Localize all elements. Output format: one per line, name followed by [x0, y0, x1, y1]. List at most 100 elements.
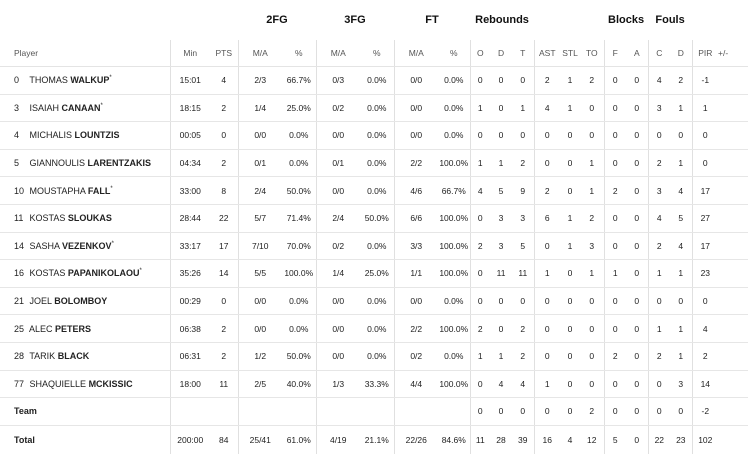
col-blk-a[interactable]: A — [626, 40, 649, 67]
col-2fg-ma[interactable]: M/A — [237, 40, 282, 67]
cell-reb-d: 5 — [490, 176, 513, 205]
player-link[interactable]: ALEC PETERS — [29, 324, 91, 334]
player-link[interactable]: ISAIAH CANAAN* — [30, 103, 103, 113]
player-last-name: LARENTZAKIS — [87, 158, 152, 169]
col-reb-t[interactable]: T — [512, 40, 535, 67]
cell-blk-f: 2 — [603, 176, 627, 205]
player-number: 4 — [14, 130, 20, 141]
player-number: 11 — [14, 213, 24, 224]
player-last-name: WALKUP — [70, 75, 110, 86]
col-foul-c[interactable]: C — [647, 40, 671, 67]
group-blocks: Blocks — [608, 14, 645, 26]
cell-reb-t: 11 — [512, 259, 535, 288]
player-link[interactable]: MOUSTAPHA FALL* — [30, 186, 113, 196]
team-label: Team — [0, 397, 170, 426]
player-link[interactable]: SHAQUIELLE MCKISSIC — [30, 379, 133, 389]
player-number: 14 — [14, 240, 25, 251]
col-foul-d[interactable]: D — [670, 40, 693, 67]
cell-reb-o: 2 — [469, 314, 491, 343]
starter-mark: * — [100, 102, 103, 109]
cell-3fg-ma: 1/3 — [315, 370, 360, 399]
cell-reb-t: 1 — [512, 94, 535, 123]
cell-foul-d: 2 — [670, 66, 693, 95]
player-link[interactable]: GIANNOULIS LARENTZAKIS — [30, 158, 152, 168]
cell-3fg-ma: 0/0 — [315, 287, 360, 316]
cell-2fg-ma: 0/0 — [237, 121, 282, 150]
col-pts[interactable]: PTS — [210, 40, 238, 67]
cell-min: 04:34 — [169, 149, 210, 178]
team-reb-d: 0 — [490, 397, 513, 426]
cell-ft-ma: 1/1 — [393, 259, 438, 288]
total-row: Total 200:00 84 25/41 61.0% 4/19 21.1% 2… — [0, 425, 748, 454]
team-row: Team 0 0 0 0 0 2 0 0 0 0 -2 — [0, 397, 748, 426]
cell-ft-ma: 4/4 — [393, 370, 438, 399]
player-link[interactable]: MICHALIS LOUNTZIS — [30, 130, 120, 140]
col-player[interactable]: Player — [0, 40, 170, 67]
cell-reb-t: 2 — [512, 149, 535, 178]
cell-2fg-pct: 50.0% — [282, 342, 316, 371]
cell-reb-d: 4 — [490, 370, 513, 399]
player-link[interactable]: KOSTAS PAPANIKOLAOU* — [30, 268, 142, 278]
col-ft-ma[interactable]: M/A — [393, 40, 438, 67]
cell-min: 00:29 — [169, 287, 210, 316]
player-link[interactable]: JOEL BOLOMBOY — [30, 296, 108, 306]
cell-foul-c: 0 — [647, 121, 671, 150]
player-row: 4 MICHALIS LOUNTZIS 00:05 0 0/0 0.0% 0/0… — [0, 121, 748, 150]
col-plus-minus[interactable]: +/- — [718, 40, 748, 67]
cell-reb-t: 3 — [512, 204, 535, 233]
player-row: 14 SASHA VEZENKOV* 33:17 17 7/10 70.0% 0… — [0, 232, 748, 261]
col-3fg-ma[interactable]: M/A — [315, 40, 360, 67]
total-foul-c: 22 — [647, 425, 671, 454]
total-ast: 16 — [533, 425, 561, 454]
total-2fg-ma: 25/41 — [237, 425, 282, 454]
col-pir[interactable]: PIR — [691, 40, 719, 67]
cell-stl: 0 — [560, 149, 581, 178]
player-first-name: SASHA — [29, 240, 60, 251]
col-to[interactable]: TO — [580, 40, 605, 67]
col-reb-o[interactable]: O — [469, 40, 491, 67]
cell-3fg-ma: 1/4 — [315, 259, 360, 288]
cell-reb-t: 5 — [512, 232, 535, 261]
cell-pir: 27 — [691, 204, 719, 233]
col-reb-d[interactable]: D — [490, 40, 513, 67]
group-blank — [0, 0, 170, 40]
group-ft: FT — [425, 14, 439, 26]
player-link[interactable]: THOMAS WALKUP* — [29, 75, 111, 85]
player-last-name: BLACK — [57, 351, 90, 362]
cell-foul-c: 4 — [647, 204, 671, 233]
player-number: 16 — [14, 268, 25, 279]
cell-3fg-pct: 0.0% — [360, 94, 394, 123]
cell-stl: 0 — [560, 370, 581, 399]
cell-ft-ma: 0/0 — [393, 121, 438, 150]
cell-foul-c: 1 — [647, 314, 671, 343]
cell-blk-a: 0 — [626, 232, 649, 261]
col-stl[interactable]: STL — [560, 40, 581, 67]
col-3fg-pct[interactable]: % — [360, 40, 394, 67]
player-number: 25 — [14, 323, 25, 334]
cell-ft-pct: 0.0% — [438, 66, 471, 95]
cell-reb-d: 1 — [490, 149, 513, 178]
cell-blk-f: 0 — [603, 314, 627, 343]
col-2fg-pct[interactable]: % — [282, 40, 316, 67]
player-link[interactable]: TARIK BLACK — [29, 351, 89, 361]
cell-stl: 1 — [560, 232, 581, 261]
player-link[interactable]: KOSTAS SLOUKAS — [30, 213, 112, 223]
cell-3fg-pct: 25.0% — [360, 259, 394, 288]
cell-foul-d: 5 — [670, 204, 693, 233]
cell-min: 00:05 — [169, 121, 210, 150]
total-stl: 4 — [567, 434, 573, 445]
cell-reb-t: 4 — [512, 370, 535, 399]
cell-ft-ma: 0/2 — [393, 342, 438, 371]
col-ft-pct[interactable]: % — [438, 40, 471, 67]
col-ast[interactable]: AST — [533, 40, 561, 67]
starter-mark: * — [139, 268, 142, 275]
cell-blk-a: 0 — [626, 314, 649, 343]
cell-stl: 0 — [560, 259, 581, 288]
team-foul-d: 0 — [670, 397, 693, 426]
team-blk-a: 0 — [626, 397, 649, 426]
player-first-name: THOMAS — [29, 75, 68, 86]
col-blk-f[interactable]: F — [603, 40, 627, 67]
col-min[interactable]: Min — [169, 40, 210, 67]
cell-foul-c: 2 — [647, 232, 671, 261]
player-link[interactable]: SASHA VEZENKOV* — [30, 241, 114, 251]
